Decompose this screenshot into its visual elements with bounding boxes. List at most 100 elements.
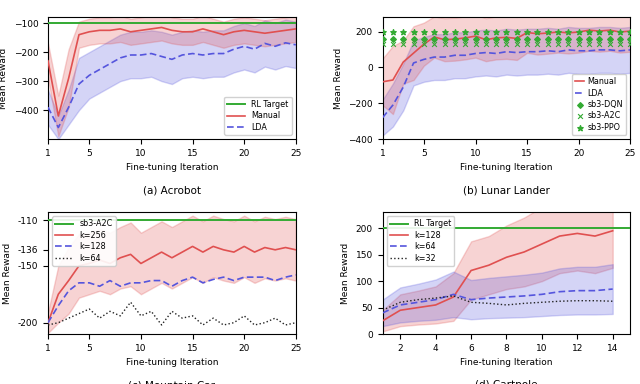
k=64 — [157, 323, 165, 327]
LDA — [106, 61, 114, 66]
sb3-DQN — [605, 36, 615, 42]
sb3-PPO — [450, 28, 460, 35]
k=256 — [86, 261, 93, 266]
RL Target — [379, 226, 387, 230]
LDA — [564, 48, 572, 52]
k=64 — [432, 297, 440, 302]
sb3-A2C — [512, 41, 522, 47]
Manual — [220, 32, 227, 37]
k=256 — [282, 245, 289, 250]
k=128 — [396, 308, 404, 313]
LDA — [399, 85, 407, 89]
Manual — [410, 51, 417, 55]
sb3-DQN — [615, 36, 625, 42]
k=64 — [137, 314, 145, 318]
Text: (a) Acrobot: (a) Acrobot — [143, 185, 201, 195]
Text: (c) Mountain Car: (c) Mountain Car — [129, 381, 216, 384]
k=128 — [520, 250, 528, 254]
k=256 — [251, 250, 259, 254]
sb3-PPO — [419, 28, 429, 35]
Manual — [585, 28, 593, 33]
k=64 — [251, 323, 259, 327]
k=64 — [44, 323, 52, 327]
sb3-DQN — [450, 36, 460, 42]
k=32 — [520, 301, 528, 306]
k=64 — [127, 300, 134, 305]
X-axis label: Fine-tuning Iteration: Fine-tuning Iteration — [125, 358, 218, 367]
LDA — [627, 48, 634, 52]
Manual — [116, 26, 124, 31]
Legend: RL Target, k=128, k=64, k=32: RL Target, k=128, k=64, k=32 — [387, 216, 454, 266]
Manual — [282, 28, 289, 33]
k=64 — [86, 307, 93, 311]
k=64 — [396, 303, 404, 307]
k=64 — [179, 316, 186, 320]
k=64 — [241, 314, 248, 318]
k=256 — [179, 250, 186, 254]
k=64 — [75, 311, 83, 316]
k=32 — [556, 299, 563, 303]
Manual — [482, 37, 490, 42]
k=64 — [220, 323, 227, 327]
sb3-DQN — [595, 36, 605, 42]
k=64 — [261, 320, 269, 325]
sb3-A2C — [522, 41, 532, 47]
X-axis label: Fine-tuning Iteration: Fine-tuning Iteration — [460, 358, 553, 367]
k=256 — [137, 261, 145, 266]
RL Target — [361, 226, 369, 230]
Line: k=64: k=64 — [383, 289, 612, 313]
LDA — [220, 51, 227, 56]
Legend: Manual, LDA, sb3-DQN, sb3-A2C, sb3-PPO: Manual, LDA, sb3-DQN, sb3-A2C, sb3-PPO — [572, 74, 627, 135]
sb3-A2C — [388, 41, 398, 47]
X-axis label: Fine-tuning Iteration: Fine-tuning Iteration — [460, 164, 553, 172]
sb3-A2C — [605, 41, 615, 47]
sb3-PPO — [408, 28, 419, 35]
k=128 — [65, 288, 72, 293]
k=64 — [209, 316, 217, 320]
k=128 — [414, 305, 422, 310]
sb3-A2C — [563, 41, 573, 47]
sb3-DQN — [491, 36, 501, 42]
k=64 — [106, 309, 114, 314]
sb3-A2C — [532, 41, 543, 47]
Line: Manual: Manual — [383, 30, 630, 82]
sb3-A2C — [491, 41, 501, 47]
sb3-PPO — [573, 28, 584, 35]
k=32 — [573, 298, 581, 303]
LDA — [116, 56, 124, 60]
Manual — [106, 28, 114, 33]
LDA — [261, 41, 269, 46]
LDA — [271, 44, 279, 49]
sb3-PPO — [491, 28, 501, 35]
k=32 — [379, 308, 387, 313]
LDA — [430, 55, 438, 60]
LDA — [585, 48, 593, 53]
RL Target — [44, 21, 52, 25]
k=256 — [241, 244, 248, 249]
sb3-DQN — [584, 36, 594, 42]
LDA — [451, 53, 459, 58]
sb3-PPO — [512, 28, 522, 35]
sb3-A2C — [450, 41, 460, 47]
k=256 — [127, 252, 134, 257]
Manual — [54, 114, 62, 118]
Manual — [137, 28, 145, 33]
k=128 — [449, 295, 457, 299]
k=128 — [168, 284, 176, 288]
Manual — [544, 31, 552, 35]
Line: LDA: LDA — [48, 43, 296, 127]
k=32 — [502, 303, 510, 307]
Manual — [157, 25, 165, 30]
sb3-PPO — [605, 28, 615, 35]
LDA — [441, 55, 449, 60]
sb3-A2C — [440, 41, 450, 47]
k=256 — [75, 263, 83, 268]
sb3-DQN — [532, 36, 543, 42]
sb3-A2C — [378, 41, 388, 47]
k=128 — [230, 278, 237, 283]
sb3-A2C — [595, 41, 605, 47]
sb3-A2C — [543, 41, 553, 47]
Manual — [230, 30, 237, 34]
k=256 — [147, 255, 155, 260]
Manual — [147, 26, 155, 31]
